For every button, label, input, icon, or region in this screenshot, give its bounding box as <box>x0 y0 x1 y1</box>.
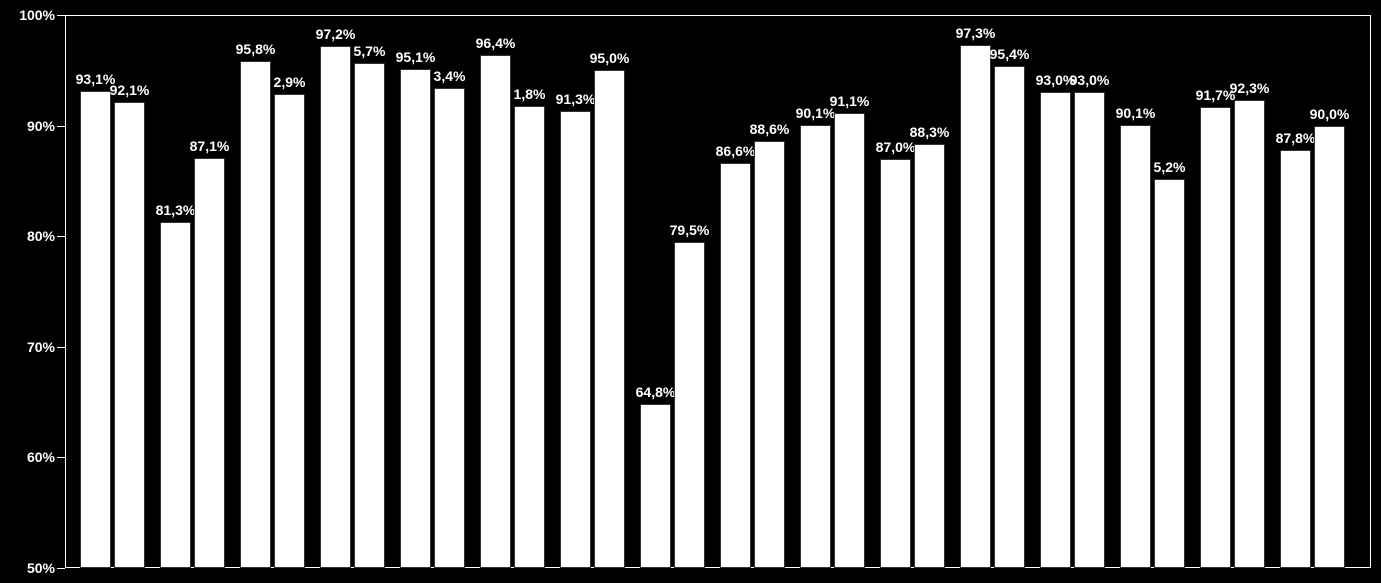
plot-area: 93,1%92,1%81,3%87,1%95,8%2,9%97,2%5,7%95… <box>65 15 1371 568</box>
bar <box>320 46 351 568</box>
bar <box>434 88 465 568</box>
bar-value-label: 92,1% <box>110 82 150 98</box>
bar <box>674 242 705 568</box>
bar-value-label: 91,3% <box>556 91 596 107</box>
bar-value-label: 95,0% <box>590 50 630 66</box>
bar-value-label: 81,3% <box>156 202 196 218</box>
bar-value-label: 87,1% <box>190 138 230 154</box>
y-axis-tick <box>57 457 65 458</box>
bar <box>594 70 625 568</box>
bar-value-label: 96,4% <box>476 35 516 51</box>
bar-value-label: 95,8% <box>236 41 276 57</box>
bar <box>80 91 111 568</box>
bar <box>354 63 385 568</box>
bar-value-label: 3,4% <box>434 68 466 84</box>
bar <box>560 111 591 568</box>
bar-value-label: 64,8% <box>636 384 676 400</box>
bar <box>880 159 911 568</box>
y-axis-label: 70% <box>27 339 55 355</box>
bar-value-label: 90,0% <box>1310 106 1350 122</box>
bar <box>1234 100 1265 568</box>
bar <box>754 141 785 568</box>
bar-value-label: 88,6% <box>750 121 790 137</box>
y-axis-label: 90% <box>27 118 55 134</box>
bar <box>480 55 511 568</box>
bar <box>960 45 991 568</box>
bar <box>914 144 945 568</box>
bar <box>1200 107 1231 568</box>
y-axis-label: 100% <box>19 7 55 23</box>
bar <box>1154 179 1185 568</box>
bar-value-label: 5,7% <box>354 43 386 59</box>
bar-value-label: 92,3% <box>1230 80 1270 96</box>
bar-value-label: 79,5% <box>670 222 710 238</box>
bar <box>720 163 751 568</box>
bar-value-label: 93,0% <box>1070 72 1110 88</box>
bar <box>800 125 831 569</box>
bar <box>274 94 305 568</box>
bar <box>1040 92 1071 568</box>
bar <box>640 404 671 568</box>
y-axis-tick <box>57 15 65 16</box>
bar <box>194 158 225 568</box>
y-axis-label: 80% <box>27 228 55 244</box>
bar-value-label: 87,8% <box>1276 130 1316 146</box>
bar <box>1280 150 1311 568</box>
bar-value-label: 95,1% <box>396 49 436 65</box>
bar-value-label: 2,9% <box>274 74 306 90</box>
bar <box>514 106 545 568</box>
bar-value-label: 90,1% <box>1116 105 1156 121</box>
y-axis-label: 60% <box>27 449 55 465</box>
y-axis-tick <box>57 347 65 348</box>
y-axis-tick <box>57 568 65 569</box>
y-axis-label: 50% <box>27 560 55 576</box>
bar <box>114 102 145 568</box>
bar <box>160 222 191 568</box>
bar <box>1314 126 1345 568</box>
bar-value-label: 88,3% <box>910 124 950 140</box>
bar-value-label: 97,2% <box>316 26 356 42</box>
bar-value-label: 97,3% <box>956 25 996 41</box>
bar <box>994 66 1025 568</box>
bar <box>240 61 271 568</box>
bar-value-label: 95,4% <box>990 46 1030 62</box>
y-axis-tick <box>57 236 65 237</box>
bar <box>1120 125 1151 569</box>
bar-value-label: 86,6% <box>716 143 756 159</box>
bar-value-label: 91,1% <box>830 93 870 109</box>
bar-value-label: 87,0% <box>876 139 916 155</box>
bar-value-label: 1,8% <box>514 86 546 102</box>
bar <box>834 113 865 568</box>
bar <box>1074 92 1105 568</box>
y-axis-tick <box>57 126 65 127</box>
bar <box>400 69 431 568</box>
bar-value-label: 5,2% <box>1154 159 1186 175</box>
